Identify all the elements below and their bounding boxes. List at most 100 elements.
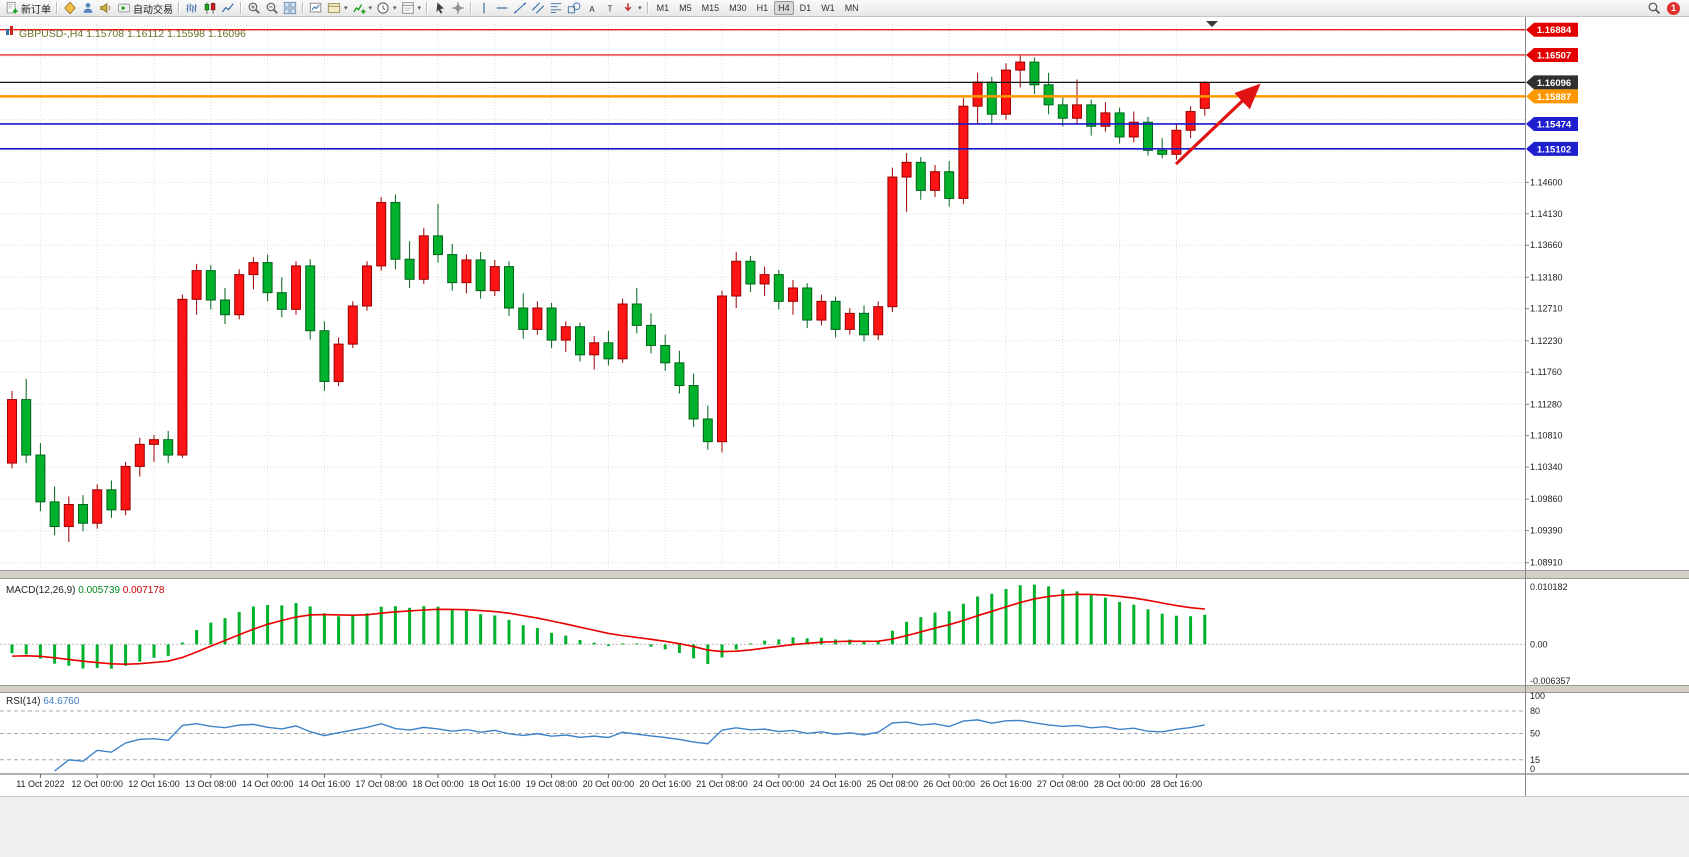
horizontal-line-object[interactable]: 1.15474 xyxy=(0,116,1578,131)
timeframe-mn-button[interactable]: MN xyxy=(844,3,859,13)
search-icon[interactable] xyxy=(1647,1,1661,15)
candle xyxy=(191,270,202,300)
chart-bars-button[interactable] xyxy=(183,1,201,16)
time-axis[interactable]: 11 Oct 2022 12 Oct 00:00 12 Oct 16:00 13 Oc… xyxy=(0,773,1689,789)
templates-button[interactable]: ▾ xyxy=(399,1,424,16)
candle xyxy=(731,260,742,297)
candle xyxy=(1114,112,1125,138)
candle xyxy=(844,312,855,330)
autotrade-button[interactable]: 自动交易 xyxy=(115,1,175,16)
alerts-button[interactable] xyxy=(97,1,115,16)
bottom-strip xyxy=(0,796,1689,857)
chart-line-button[interactable] xyxy=(219,1,237,16)
timeframe-w1-button[interactable]: W1 xyxy=(821,3,835,13)
chart-candles-button[interactable] xyxy=(201,1,219,16)
candle xyxy=(759,274,770,285)
candle xyxy=(333,343,344,383)
text-button[interactable]: A xyxy=(583,1,601,16)
new-order-button[interactable]: 新订单 xyxy=(3,1,53,16)
horizontal-line-object[interactable]: 1.15102 xyxy=(0,141,1578,156)
market-watch-icon xyxy=(63,1,77,15)
timeframe-m5-button[interactable]: M5 xyxy=(679,3,692,13)
cursor-button[interactable] xyxy=(431,1,449,16)
time-axis-label: 25 Oct 08:00 xyxy=(867,779,919,789)
notification-badge[interactable]: 1 xyxy=(1667,1,1680,15)
macd-scale-label: 0.00 xyxy=(1530,639,1548,649)
periods-icon xyxy=(376,1,390,15)
arrow-objects-button[interactable]: ▾ xyxy=(619,1,644,16)
horizontal-line-object[interactable]: 1.16884 xyxy=(0,22,1578,37)
chart-bars-icon xyxy=(185,1,199,15)
timeframe-h4-button[interactable]: H4 xyxy=(774,1,794,15)
new-order-label: 新订单 xyxy=(21,4,51,16)
zoom-out-icon xyxy=(265,1,279,15)
current-price-line[interactable]: 1.16096 xyxy=(0,75,1578,90)
candle xyxy=(305,265,316,332)
time-axis-label: 12 Oct 00:00 xyxy=(71,779,123,789)
data-window-button[interactable] xyxy=(79,1,97,16)
time-axis-label: 13 Oct 08:00 xyxy=(185,779,237,789)
candle xyxy=(660,344,671,364)
autotrade-icon xyxy=(117,1,131,15)
trendline-button[interactable] xyxy=(511,1,529,16)
candle xyxy=(220,299,230,316)
macd-scale-label: 0.010182 xyxy=(1530,582,1568,592)
horizontal-line-button[interactable] xyxy=(493,1,511,16)
horizontal-line-object[interactable]: 1.16507 xyxy=(0,47,1578,62)
timeframe-m1-button[interactable]: M1 xyxy=(656,3,670,13)
price-badge-label: 1.16096 xyxy=(1537,78,1571,89)
equidistant-channel-button[interactable] xyxy=(529,1,547,16)
chart-plot-area[interactable] xyxy=(0,17,1525,774)
new-chart-button[interactable] xyxy=(307,1,325,16)
timeframe-h1-button[interactable]: H1 xyxy=(756,3,769,13)
horizontal-line-object[interactable]: 1.15887 xyxy=(0,89,1578,104)
candle xyxy=(433,235,443,256)
text-icon: A xyxy=(585,1,599,15)
price-axis[interactable]: 1.14600 1.14130 1.13660 1.13180 1.12710 1.122… xyxy=(1525,17,1563,796)
timeframe-m30-button[interactable]: M30 xyxy=(729,3,747,13)
market-watch-button[interactable] xyxy=(61,1,79,16)
chart-area: 1.16884 1.16507 1.16096 1.15887 1.15474 1.151… xyxy=(0,17,1689,857)
toolbar-separator xyxy=(470,2,473,14)
text-label-button[interactable]: T xyxy=(601,1,619,16)
profiles-button[interactable]: ▾ xyxy=(325,1,350,16)
timeframe-d1-button[interactable]: D1 xyxy=(799,3,812,13)
time-axis-label: 14 Oct 16:00 xyxy=(299,779,351,789)
price-badge-label: 1.16884 xyxy=(1537,25,1572,36)
toolbar-separator xyxy=(56,2,58,14)
candle xyxy=(21,399,32,456)
chart-shift-marker-icon[interactable] xyxy=(1206,21,1218,27)
zoom-in-button[interactable] xyxy=(245,1,263,16)
trend-arrow-annotation[interactable] xyxy=(1174,83,1261,166)
price-axis-label: 1.10810 xyxy=(1530,431,1563,441)
shapes-button[interactable] xyxy=(565,1,583,16)
candle xyxy=(291,265,301,310)
price-badge xyxy=(1526,89,1578,104)
vertical-line-button[interactable] xyxy=(475,1,493,16)
price-axis-label: 1.09860 xyxy=(1530,494,1563,504)
candle xyxy=(773,274,784,302)
chevron-down-icon: ▾ xyxy=(393,5,397,12)
price-axis-label: 1.14600 xyxy=(1530,177,1563,187)
indicators-icon xyxy=(352,1,366,15)
panel-divider[interactable] xyxy=(0,570,1689,579)
periods-button[interactable]: ▾ xyxy=(374,1,399,16)
zoom-in-icon xyxy=(247,1,261,15)
text-label-icon: T xyxy=(603,1,617,15)
candle xyxy=(575,326,585,356)
candle xyxy=(560,326,571,341)
crosshair-button[interactable] xyxy=(449,1,467,16)
tile-windows-button[interactable] xyxy=(281,1,299,16)
zoom-out-button[interactable] xyxy=(263,1,281,16)
fibonacci-button[interactable] xyxy=(547,1,565,16)
timeframe-m15-button[interactable]: M15 xyxy=(701,3,720,13)
candle xyxy=(205,270,216,301)
candle xyxy=(319,330,330,383)
indicators-button[interactable]: ▾ xyxy=(350,1,375,16)
candle xyxy=(674,362,685,387)
panel-divider[interactable] xyxy=(0,685,1689,693)
macd-scale-label: -0.006357 xyxy=(1530,676,1571,686)
rsi-scale-label: 80 xyxy=(1530,706,1540,716)
toolbar-separator xyxy=(240,2,242,14)
candle xyxy=(7,399,17,464)
